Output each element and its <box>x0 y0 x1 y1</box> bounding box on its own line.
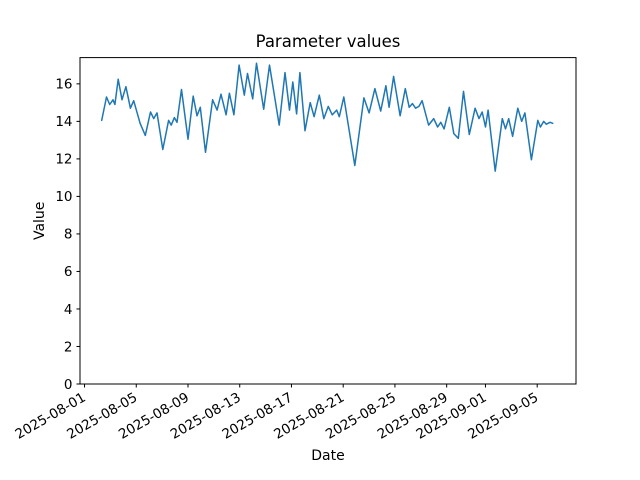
y-tick-label: 2 <box>64 339 73 355</box>
y-axis-label: Value <box>32 202 48 240</box>
y-tick-label: 4 <box>64 302 73 318</box>
y-tick-label: 16 <box>55 77 72 93</box>
chart-title: Parameter values <box>256 32 401 51</box>
plot-border <box>79 57 577 385</box>
x-axis-label: Date <box>311 448 344 464</box>
y-tick-label: 0 <box>64 377 73 393</box>
y-tick-label: 8 <box>64 227 73 243</box>
data-line <box>100 62 554 172</box>
y-axis-ticks <box>76 83 80 385</box>
x-axis-ticks <box>84 384 538 388</box>
y-tick-label: 14 <box>55 114 72 130</box>
y-tick-label: 6 <box>64 264 73 280</box>
y-tick-labels: 0 2 4 6 8 10 12 14 16 <box>55 77 72 393</box>
y-tick-label: 10 <box>55 189 72 205</box>
y-tick-label: 12 <box>55 152 72 168</box>
x-tick-labels: 2025-08-012025-08-052025-08-092025-08-13… <box>13 390 542 443</box>
